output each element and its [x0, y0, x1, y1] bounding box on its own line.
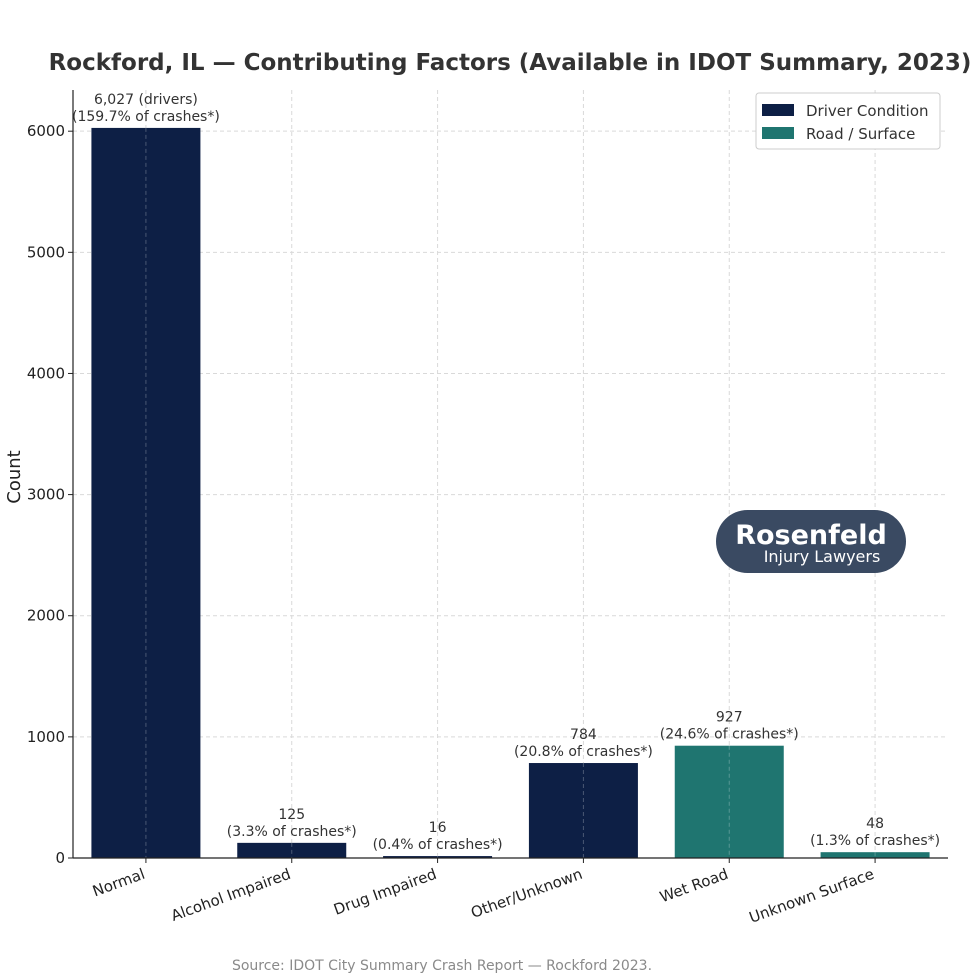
data-label-value: 927: [716, 710, 743, 726]
data-label-percent: (0.4% of crashes*): [373, 837, 503, 853]
bar: [528, 763, 638, 858]
x-tick-label: Alcohol Impaired: [169, 865, 294, 925]
bar: [91, 127, 201, 858]
bar: [820, 852, 930, 858]
grid: [73, 90, 948, 859]
y-tick-label: 4000: [27, 364, 65, 382]
bar: [674, 745, 784, 858]
legend: Driver Condition Road / Surface: [755, 92, 941, 150]
bar: [237, 842, 347, 858]
rosenfeld-logo: Rosenfeld Injury Lawyers: [716, 510, 906, 573]
logo-tagline: Injury Lawyers: [764, 547, 881, 566]
data-label-percent: (3.3% of crashes*): [227, 824, 357, 840]
data-label-percent: (1.3% of crashes*): [810, 833, 940, 849]
data-label-value: 125: [278, 807, 305, 823]
logo-pill: [716, 510, 906, 573]
legend-swatch-road-surface: [762, 127, 794, 139]
x-tick-label: Drug Impaired: [331, 865, 439, 919]
legend-swatch-driver-condition: [762, 104, 794, 116]
source-note: Source: IDOT City Summary Crash Report —…: [232, 958, 652, 974]
bar: [383, 856, 493, 858]
y-tick-label: 3000: [27, 486, 65, 504]
data-label-value: 48: [866, 816, 884, 832]
data-label-value: 16: [429, 820, 447, 836]
data-label-percent: (159.7% of crashes*): [72, 109, 220, 125]
x-tick-label: Wet Road: [657, 865, 730, 906]
x-tick-label: Unknown Surface: [747, 865, 877, 927]
logo-name: Rosenfeld: [735, 520, 887, 551]
legend-label-driver-condition: Driver Condition: [806, 102, 929, 120]
y-tick-label: 2000: [27, 607, 65, 625]
legend-label-road-surface: Road / Surface: [806, 125, 915, 143]
y-tick-label: 1000: [27, 728, 65, 746]
data-labels: 6,027 (drivers)(159.7% of crashes*) 125(3…: [72, 92, 940, 853]
y-tick-label: 6000: [27, 122, 65, 140]
x-axis: Normal Alcohol Impaired Drug Impaired Other…: [73, 857, 948, 927]
data-label-value: 6,027 (drivers): [94, 92, 198, 108]
data-label-percent: (20.8% of crashes*): [514, 744, 653, 760]
y-tick-label: 0: [55, 849, 65, 867]
x-tick-label: Normal: [90, 865, 147, 900]
x-tick-label: Other/Unknown: [468, 865, 584, 922]
data-label-percent: (24.6% of crashes*): [660, 727, 799, 743]
y-tick-label: 5000: [27, 243, 65, 261]
bars: [91, 127, 930, 858]
chart-title: Rockford, IL — Contributing Factors (Ava…: [49, 50, 972, 76]
y-axis: 0 1000 2000 3000 4000 5000 6000: [27, 90, 74, 867]
data-label-value: 784: [570, 727, 597, 743]
y-axis-label: Count: [4, 450, 25, 503]
legend-box: [755, 92, 941, 150]
